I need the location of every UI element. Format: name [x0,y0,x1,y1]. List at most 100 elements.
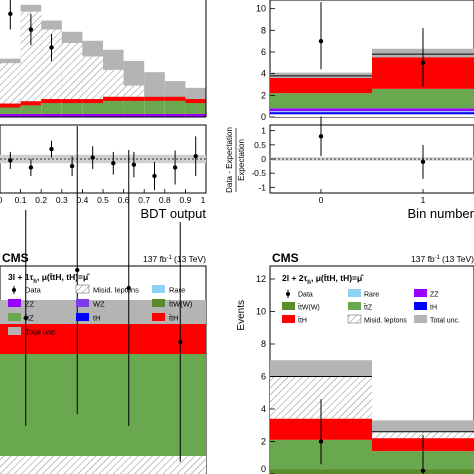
bl-misid-bar [51,456,103,474]
tl-zz-bar [61,114,83,117]
tl-tth-bar [82,99,103,104]
tl-ttz-bar [123,96,145,117]
bottom-right-main-plot [270,360,474,474]
br-legend-swatch-ttz [348,302,361,310]
bl-legend-swatch-wz [76,299,89,307]
tl-misid-bar [61,42,83,118]
tl-ttz-bar [61,99,83,117]
br-legend-swatch-misid [347,314,362,324]
top-right-y-ticks: 0 2 4 6 8 10 [256,4,275,122]
top-right-ratio-ylabel-numerator: Data - Expectation [225,127,234,193]
tr-data-point [318,38,324,44]
bl-legend-swatch-zz [8,299,21,307]
br-legend-label-total_unc: Total unc. [430,318,460,325]
br-legend-label-data: Data [298,292,313,299]
bl-legend-label-ttz: t̄tZ [25,314,34,323]
tr-ratio-y-tick-label: 0.5 [254,140,266,150]
tl-zz-bar [103,114,124,117]
br-legend-label-ttw: t̄tW(W) [298,304,320,312]
tr-tth-bar [270,78,372,94]
tr-zz-bar [372,108,474,112]
tl-ratio-point [172,165,178,170]
br-y-tick-label: 8 [261,339,266,349]
top-right-ratio-ylabel-denominator: Expectation [237,139,246,181]
tl-zz-bar [41,114,62,117]
tl-x-tick-label: 0.8 [159,195,171,205]
bl-legend-swatch-data [12,288,16,292]
bottom-right-lumi-label: 137 fb-1 (13 TeV) [411,254,474,264]
tr-ratio-y-tick-label: -0.5 [251,168,266,178]
tl-tth-bar [123,96,145,101]
top-left-panel: 0 0.1 0.2 0.3 0.4 0.5 0.6 0.7 0.8 0.9 1 BDT output [0,0,207,221]
bottom-right-y-ticks: 0 2 4 6 8 10 12 [256,274,275,474]
tl-tth-bar [0,103,21,108]
tr-ttz-bar [270,93,372,109]
bl-data-point [178,339,183,345]
bl-legend-swatch-ttz [8,313,21,321]
tl-misid-bar [20,11,42,117]
bl-misid-bar [155,456,206,474]
tr-misid-bar [372,114,474,117]
tl-tth-bar [144,96,165,101]
tl-x-tick-label: 0.3 [56,195,68,205]
br-legend-label-tth: t̄tH [298,317,307,325]
bl-legend-swatch-tth [152,313,165,321]
br-legend-label-rare: Rare [364,292,379,299]
tl-x-tick-label: 0 [0,195,3,205]
br-legend-swatch-ttw [282,302,295,310]
bottom-right-cms-label: CMS [272,251,299,265]
bl-legend-swatch-rare [152,285,165,293]
tl-tth-bar [61,99,83,104]
bl-misid-bar [0,456,51,474]
tl-misid-bar [41,29,62,118]
br-legend-swatch-zz [414,289,427,297]
tr-ratio-y-tick-label: 1 [261,126,266,136]
tl-zz-bar [82,114,103,117]
tl-zz-bar [0,114,21,117]
top-left-main-plot [0,0,206,118]
br-legend-label-misid: Misid. leptons [364,318,407,325]
tl-x-tick-label: 0.5 [97,195,109,205]
bottom-right-panel: CMS 137 fb-1 (13 TeV) 0 2 4 6 8 10 12 Events 2l… [236,251,474,474]
tr-th-bar [270,112,372,115]
tl-ratio-point [28,165,34,170]
tl-ratio-point [8,158,13,163]
tr-y-tick-label: 2 [261,90,266,100]
tr-rare-bar [372,111,474,113]
bl-legend-label-zz: ZZ [25,300,35,309]
bl-data-point [126,285,131,291]
tr-y-tick-label: 10 [256,4,266,14]
tr-x-tick-label: 1 [421,195,426,205]
top-right-xlabel: Bin number [408,206,474,221]
tl-x-tick-label: 0.7 [138,195,150,205]
tr-ratio-point [318,134,324,139]
bl-legend-swatch-total_unc [8,327,21,335]
tl-tth-bar [103,96,124,101]
tr-th-bar [372,112,474,115]
tl-zz-bar [20,114,42,117]
bl-legend-label-total_unc: Total unc. [25,328,57,337]
tl-ratio-point [152,173,157,179]
top-right-main-plot [270,2,474,117]
tl-ttz-bar [82,99,103,117]
tl-tth-bar [41,99,62,104]
tl-ttz-bar [41,99,62,117]
tl-x-tick-label: 0.1 [15,195,27,205]
bottom-right-legend: Data Rare ZZ t̄tW(W) t̄tZ tH t̄tH Misid. lepton… [282,289,460,325]
tl-zz-bar [185,114,206,117]
tr-data-point [420,60,426,66]
br-legend-swatch-rare [348,289,361,297]
tl-x-tick-label: 0.6 [118,195,130,205]
bl-legend-label-misid: Misid. leptons [93,286,139,295]
bl-legend-swatch-ttw [152,299,165,307]
tl-ttz-bar [164,96,186,117]
br-legend-label-th: tH [430,305,437,312]
bl-legend-swatch-misid [75,284,90,294]
tl-data-point [28,27,34,32]
br-y-tick-label: 2 [261,437,266,447]
tl-x-tick-label: 0.2 [35,195,47,205]
bottom-right-channel-label: 2l + 2τh, μ(t̄tH, tH)=μ̂ [282,273,364,286]
br-data-point [318,439,324,444]
bottom-right-ylabel: Events [236,300,247,331]
top-left-ratio-plot [0,136,206,191]
